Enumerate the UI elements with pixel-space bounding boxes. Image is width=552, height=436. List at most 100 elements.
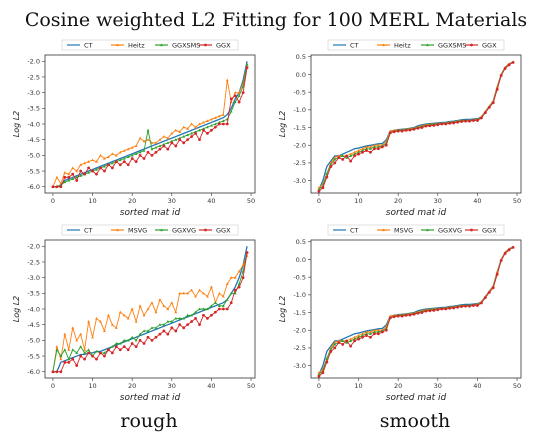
data-point-ggxvg <box>198 307 201 311</box>
data-point-ggxvg <box>365 332 368 335</box>
data-point-ggxvg <box>146 329 150 333</box>
data-point-ggx <box>353 154 356 158</box>
x-tick-label: 20 <box>128 382 136 390</box>
data-point-ggx <box>400 314 404 318</box>
data-point-heitz <box>67 172 71 176</box>
data-point-ggx <box>138 153 142 157</box>
data-point-ggxvg <box>55 348 59 351</box>
data-point-ggx <box>55 185 59 189</box>
data-point-ggxvg <box>353 337 356 341</box>
data-point-ggx <box>75 364 79 367</box>
data-point-ggx <box>448 306 452 310</box>
data-point-ggx <box>67 360 71 364</box>
data-point-ggxsms <box>317 187 321 191</box>
data-point-ggxvg <box>174 316 178 320</box>
data-point-ggxvg <box>345 341 349 344</box>
y-tick-label: -2.0 <box>27 58 40 66</box>
y-tick-label: -2.0 <box>293 142 306 150</box>
data-point-heitz <box>186 127 190 130</box>
data-point-ggx <box>341 157 345 161</box>
y-tick-label: -2.0 <box>27 243 40 251</box>
data-point-msvg <box>237 269 241 273</box>
data-point-heitz <box>202 120 205 124</box>
data-point-ggx <box>150 153 154 157</box>
y-tick-label: -2.5 <box>27 258 40 266</box>
y-axis-label: Log L2 <box>12 296 21 323</box>
data-point-ggx <box>59 185 63 189</box>
y-tick-label: -4.5 <box>27 321 40 329</box>
data-point-msvg <box>67 348 71 351</box>
legend-label-ggx: GGX <box>216 41 231 49</box>
data-point-ggx <box>114 345 118 349</box>
data-point-ggx <box>79 354 83 358</box>
legend-marker <box>470 43 473 47</box>
data-point-ggx <box>420 126 424 129</box>
data-point-heitz <box>349 152 353 156</box>
legend <box>327 224 505 236</box>
data-point-ggx <box>206 317 209 320</box>
data-point-heitz <box>372 143 376 147</box>
data-point-ggx <box>460 305 463 308</box>
data-point-msvg <box>217 291 221 295</box>
data-point-ggxvg <box>158 323 162 326</box>
data-point-ggx <box>162 329 166 333</box>
data-point-heitz <box>103 157 106 160</box>
y-tick-label: -3.5 <box>27 105 40 113</box>
data-point-ggx <box>186 323 190 327</box>
data-point-ggx <box>221 122 225 126</box>
data-point-msvg <box>110 323 114 326</box>
data-point-ggx <box>349 344 353 348</box>
y-tick-label: 0.0 <box>296 71 306 79</box>
data-point-ggxvg <box>217 304 221 307</box>
data-point-ggx <box>217 307 221 311</box>
data-point-ggx <box>83 357 87 361</box>
data-point-heitz <box>357 149 360 152</box>
data-point-ggx <box>392 130 396 134</box>
data-point-ggxsms <box>174 138 178 141</box>
x-tick-label: 50 <box>513 382 521 390</box>
data-point-ggx <box>380 145 384 149</box>
data-point-ggx <box>95 357 98 361</box>
data-point-ggx <box>436 123 440 127</box>
legend-label-ggxvg: GGXVG <box>438 226 462 234</box>
data-point-ggx <box>110 166 114 170</box>
legend-marker <box>382 228 385 232</box>
legend-marker <box>160 228 163 232</box>
data-point-ggx <box>122 345 126 349</box>
data-point-ggx <box>376 332 380 336</box>
x-tick-label: 40 <box>473 382 481 390</box>
legend-marker <box>204 43 207 47</box>
data-point-ggxsms <box>333 157 337 161</box>
data-point-ggx <box>511 61 515 64</box>
data-point-ggx <box>384 143 388 147</box>
data-point-heitz <box>99 153 102 157</box>
data-point-ggx <box>345 339 349 343</box>
data-point-heitz <box>217 114 221 118</box>
data-point-ggxsms <box>87 171 90 174</box>
data-point-ggxvg <box>67 357 71 361</box>
data-point-ggxsms <box>103 164 106 168</box>
data-point-ggxsms <box>245 62 249 66</box>
data-point-msvg <box>361 332 364 335</box>
data-point-ggxvg <box>206 307 209 311</box>
data-point-heitz <box>75 169 79 173</box>
data-point-ggxvg <box>63 348 67 351</box>
data-point-ggx <box>150 338 154 342</box>
legend-label-ggxvg: GGXVG <box>172 226 196 234</box>
data-point-heitz <box>126 147 130 151</box>
data-point-ggx <box>182 326 186 330</box>
data-point-ggx <box>507 248 511 252</box>
data-point-ggx <box>229 301 233 305</box>
data-point-ggx <box>333 161 337 165</box>
data-point-ggx <box>476 304 479 307</box>
data-point-ggx <box>213 125 217 129</box>
data-point-ggx <box>511 246 515 249</box>
data-point-ggxvg <box>110 345 114 348</box>
data-point-msvg <box>221 294 225 298</box>
data-point-ggx <box>79 169 83 173</box>
data-point-ggx <box>452 121 456 125</box>
legend <box>61 224 239 236</box>
data-point-ggxsms <box>345 156 349 159</box>
y-axis-label: Log L2 <box>12 111 21 138</box>
data-point-ggxsms <box>150 147 154 151</box>
